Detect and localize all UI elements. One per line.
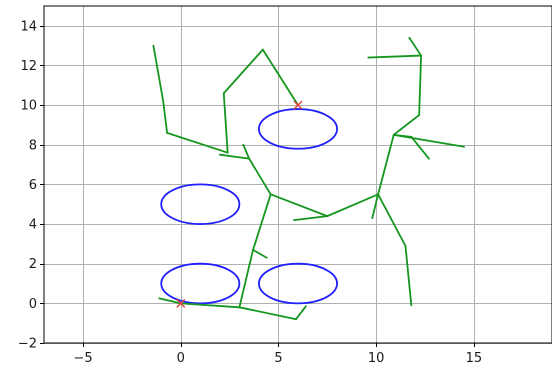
tree-edge — [269, 193, 329, 218]
tree-edge — [152, 44, 165, 103]
tree-edge — [248, 157, 272, 196]
tree-edge — [295, 305, 307, 321]
tree-edge — [261, 48, 299, 107]
tree-edge — [418, 54, 422, 116]
grid-lines — [44, 6, 552, 344]
tree-edge — [238, 248, 254, 309]
tree-edge — [252, 248, 268, 259]
goal-marker-stroke — [293, 100, 303, 110]
point-markers — [176, 100, 303, 308]
y-tick-label: 14 — [20, 19, 37, 34]
x-tick-label: 5 — [274, 351, 282, 366]
obstacle-ellipse — [160, 183, 241, 225]
tree-edges — [152, 36, 465, 321]
tree-edge — [179, 302, 241, 309]
tree-edge — [252, 193, 272, 251]
x-axis-ticks: −5 0 5 10 15 — [73, 343, 482, 366]
tree-edge — [410, 135, 430, 160]
y-tick-label: 12 — [20, 59, 37, 74]
tree-edge — [392, 114, 421, 136]
tree-edge — [242, 143, 251, 160]
tree-edge — [222, 48, 264, 95]
tree-edge — [392, 133, 413, 138]
tree-edge — [222, 92, 229, 154]
x-tick-label: 15 — [466, 351, 483, 366]
y-tick-label: 8 — [29, 138, 37, 153]
y-tick-label: 2 — [29, 257, 37, 272]
tree-edge — [408, 36, 422, 57]
x-tick-label: 10 — [368, 351, 385, 366]
tree-edge — [238, 306, 297, 321]
obstacle-ellipse — [258, 108, 338, 150]
y-tick-label: 4 — [29, 218, 37, 233]
y-tick-label: 6 — [29, 178, 37, 193]
start-marker-stroke — [176, 298, 186, 308]
tree-edge — [166, 131, 229, 154]
tree-edge — [326, 193, 380, 218]
tree-edge — [377, 133, 395, 196]
tree-edge — [158, 297, 182, 305]
tree-edge — [367, 54, 422, 59]
y-axis-ticks: −2 0 2 4 6 8 10 12 14 — [18, 19, 44, 352]
tree-edge — [371, 193, 380, 220]
obstacle-ellipse — [160, 262, 241, 305]
axes-frame — [43, 5, 552, 344]
obstacle-ellipses — [160, 108, 338, 305]
obstacle-ellipse — [258, 262, 338, 305]
tree-edge — [377, 193, 407, 247]
y-tick-label: 0 — [29, 297, 37, 312]
tree-edge — [162, 100, 168, 134]
x-tick-label: 0 — [177, 351, 185, 366]
y-tick-label: 10 — [20, 99, 37, 114]
tree-edge — [218, 153, 251, 160]
goal-marker — [293, 100, 303, 110]
start-marker — [176, 298, 186, 308]
y-tick-label: −2 — [18, 337, 37, 352]
tree-edge — [293, 215, 329, 221]
tree-edge — [404, 244, 413, 307]
x-tick-label: −5 — [73, 351, 92, 366]
